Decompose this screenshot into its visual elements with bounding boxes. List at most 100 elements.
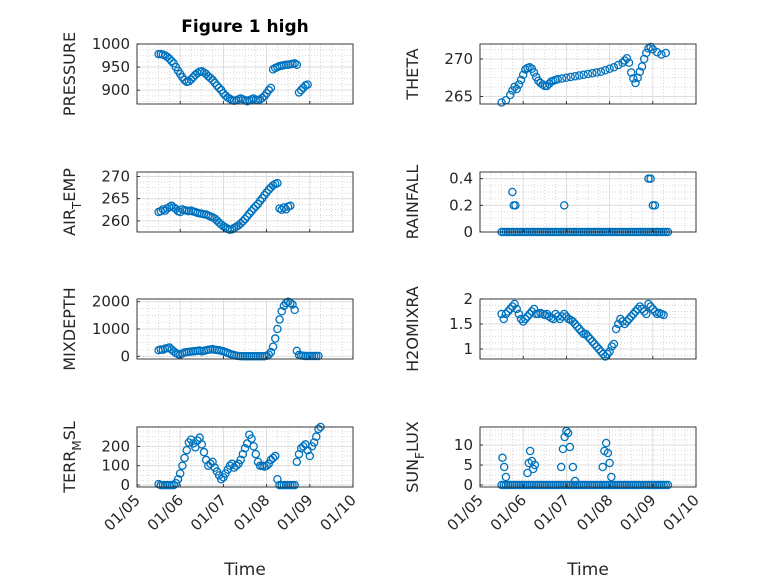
data-point bbox=[258, 93, 267, 103]
data-point bbox=[646, 302, 655, 311]
y-axis-label: RAINFALL bbox=[403, 165, 422, 240]
axes-box bbox=[479, 298, 697, 360]
figure-title: Figure 1 high bbox=[181, 17, 309, 37]
data-point bbox=[165, 54, 174, 64]
data-point bbox=[521, 65, 530, 74]
data-point bbox=[553, 75, 563, 84]
data-point bbox=[663, 480, 673, 490]
data-point bbox=[559, 309, 569, 319]
x-tick-label: 01/07 bbox=[187, 491, 230, 534]
data-point bbox=[631, 78, 640, 88]
data-point bbox=[262, 461, 271, 470]
data-point bbox=[288, 300, 297, 309]
data-point bbox=[594, 344, 604, 354]
data-point bbox=[565, 442, 575, 452]
data-point bbox=[657, 50, 666, 59]
data-point bbox=[294, 449, 304, 459]
y-tick-label: 265 bbox=[101, 190, 130, 208]
data-point bbox=[314, 424, 323, 434]
data-point bbox=[173, 475, 183, 484]
data-point bbox=[268, 342, 278, 351]
y-axis-label: AIRTEMP bbox=[60, 168, 84, 236]
data-point bbox=[232, 461, 241, 470]
y-tick-label: 900 bbox=[101, 81, 130, 99]
x-tick-label: 01/05 bbox=[101, 491, 144, 534]
data-point bbox=[309, 438, 319, 447]
data-point bbox=[635, 67, 645, 77]
data-point bbox=[605, 64, 614, 74]
data-point bbox=[644, 299, 653, 309]
y-axis-label: H2OMIXRA bbox=[403, 286, 422, 372]
data-point bbox=[642, 309, 651, 319]
data-series bbox=[497, 42, 671, 107]
y-axis-label: TERRMSL bbox=[60, 421, 84, 494]
data-point bbox=[268, 453, 278, 463]
data-point bbox=[247, 434, 256, 443]
y-tick-label: 0 bbox=[120, 347, 130, 365]
data-point bbox=[588, 337, 597, 346]
data-point bbox=[525, 446, 535, 456]
y-tick-label: 950 bbox=[101, 58, 130, 76]
data-point bbox=[238, 449, 248, 459]
data-point bbox=[624, 58, 634, 68]
data-point bbox=[514, 80, 524, 89]
data-point bbox=[223, 93, 232, 102]
data-point bbox=[197, 66, 207, 76]
data-point bbox=[503, 307, 513, 316]
data-point bbox=[162, 52, 172, 62]
data-point bbox=[247, 206, 256, 216]
data-point bbox=[180, 453, 189, 463]
data-point bbox=[511, 201, 520, 210]
data-point bbox=[505, 304, 515, 314]
data-point bbox=[514, 309, 524, 319]
data-point bbox=[601, 352, 610, 361]
x-tick-label: 01/06 bbox=[144, 491, 187, 534]
data-point bbox=[581, 329, 591, 339]
data-point bbox=[626, 312, 636, 321]
y-axis-label: THETA bbox=[403, 48, 422, 100]
data-point bbox=[314, 351, 323, 361]
data-point bbox=[525, 63, 534, 72]
data-point bbox=[601, 438, 611, 448]
data-point bbox=[264, 85, 274, 95]
data-point bbox=[270, 334, 280, 343]
x-tick-label: 01/10 bbox=[660, 491, 703, 534]
data-point bbox=[529, 68, 539, 77]
data-point bbox=[193, 68, 202, 78]
data-point bbox=[290, 480, 299, 490]
data-point bbox=[592, 342, 601, 351]
data-point bbox=[286, 298, 295, 308]
subplot-rainfall: 0 0.2 0.4 RAINFALL bbox=[403, 165, 697, 241]
axes-box bbox=[136, 426, 354, 488]
axes-box bbox=[136, 43, 354, 105]
y-tick-label: 0.4 bbox=[449, 170, 473, 188]
data-point bbox=[558, 444, 568, 454]
data-point bbox=[273, 475, 282, 484]
x-tick-label: 01/08 bbox=[573, 491, 616, 534]
data-point bbox=[268, 65, 278, 74]
data-point bbox=[568, 462, 578, 472]
data-point bbox=[523, 312, 532, 321]
x-tick-label: 01/05 bbox=[444, 491, 487, 534]
data-point bbox=[570, 476, 580, 486]
data-point bbox=[238, 217, 248, 226]
data-point bbox=[505, 90, 515, 100]
data-point bbox=[225, 461, 235, 470]
data-point bbox=[245, 209, 254, 219]
y-tick-label: 265 bbox=[444, 88, 473, 106]
data-point bbox=[563, 428, 573, 438]
data-point bbox=[635, 302, 645, 311]
data-point bbox=[603, 448, 613, 458]
data-point bbox=[208, 457, 217, 467]
data-point bbox=[572, 322, 582, 331]
data-point bbox=[216, 475, 226, 484]
data-point bbox=[508, 187, 517, 197]
data-point bbox=[542, 81, 552, 91]
data-point bbox=[583, 332, 593, 341]
y-tick-label: 0.2 bbox=[449, 196, 473, 214]
data-point bbox=[498, 453, 507, 463]
y-tick-label: 2000 bbox=[92, 293, 130, 311]
x-tick-label: 01/07 bbox=[530, 491, 573, 534]
data-point bbox=[637, 304, 647, 314]
data-point bbox=[603, 349, 612, 359]
